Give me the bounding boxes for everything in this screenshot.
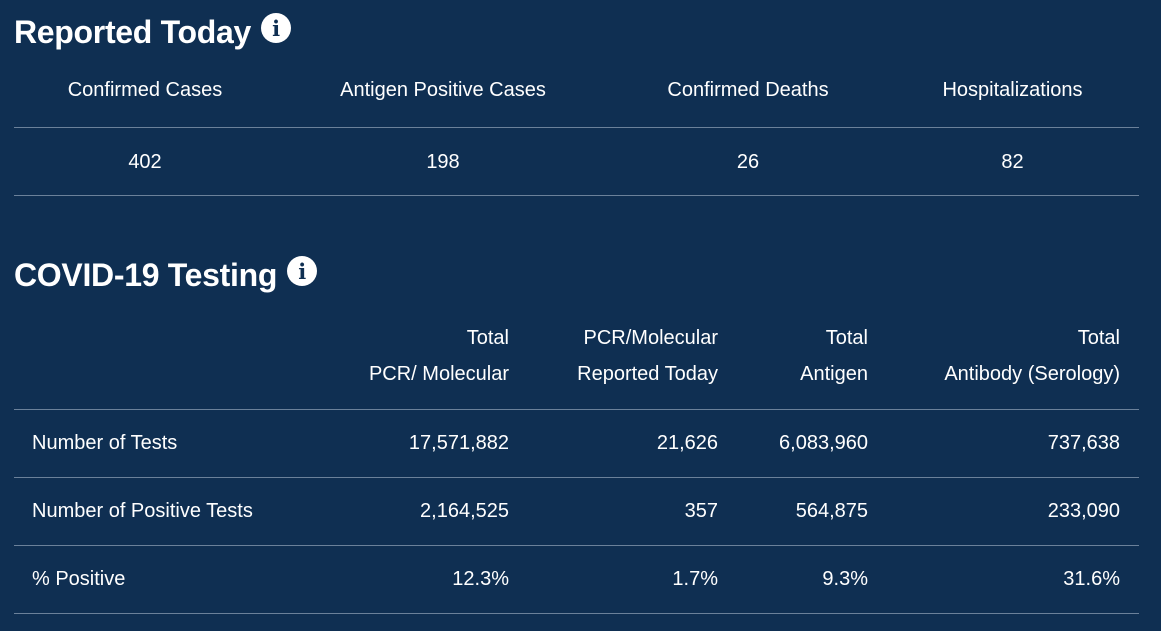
- value-pcr-reported-today: 357: [684, 500, 718, 522]
- table-row: % Positive 12.3% 1.7% 9.3% 31.6%: [14, 546, 1139, 614]
- header-confirmed-cases: Confirmed Cases: [67, 79, 223, 101]
- value-total-antigen: 564,875: [795, 500, 868, 522]
- covid-testing-heading: COVID-19 Testing i: [14, 256, 318, 293]
- header-blank: [14, 320, 332, 409]
- info-icon[interactable]: i: [261, 13, 292, 43]
- header-total-pcr-line1: Total: [466, 327, 509, 349]
- header-hospitalizations: Hospitalizations: [942, 79, 1083, 101]
- reported-today-heading: Reported Today i: [14, 13, 292, 50]
- header-total-antigen: Total Antigen: [718, 320, 868, 409]
- table-row: Number of Tests 17,571,882 21,626 6,083,…: [14, 410, 1139, 478]
- header-total-pcr: Total PCR/ Molecular: [332, 320, 509, 409]
- value-hospitalizations: 82: [1001, 151, 1024, 173]
- reported-today-title: Reported Today: [14, 14, 252, 50]
- header-total-antibody-line1: Total: [1077, 327, 1120, 349]
- covid-testing-table: Total PCR/ Molecular PCR/Molecular Repor…: [14, 320, 1139, 614]
- header-confirmed-deaths: Confirmed Deaths: [667, 79, 829, 101]
- testing-header-row: Total PCR/ Molecular PCR/Molecular Repor…: [14, 320, 1139, 410]
- table-row: Number of Positive Tests 2,164,525 357 5…: [14, 478, 1139, 546]
- value-total-antigen: 9.3%: [822, 568, 868, 590]
- value-total-antibody: 737,638: [1047, 432, 1120, 454]
- value-total-antigen: 6,083,960: [779, 432, 868, 454]
- value-confirmed-deaths: 26: [736, 151, 760, 173]
- header-antigen-positive-cases: Antigen Positive Cases: [340, 79, 546, 101]
- header-total-antibody: Total Antibody (Serology): [868, 320, 1120, 409]
- header-total-antigen-line1: Total: [825, 327, 868, 349]
- value-total-pcr: 17,571,882: [408, 432, 509, 454]
- row-label-number-of-positive-tests: Number of Positive Tests: [32, 500, 253, 522]
- value-pcr-reported-today: 1.7%: [672, 568, 718, 590]
- info-icon[interactable]: i: [287, 256, 318, 286]
- row-label-number-of-tests: Number of Tests: [32, 432, 178, 454]
- header-pcr-reported-today-line2: Reported Today: [577, 363, 718, 385]
- value-antigen-positive-cases: 198: [426, 151, 460, 173]
- value-total-antibody: 31.6%: [1063, 568, 1120, 590]
- header-pcr-reported-today: PCR/Molecular Reported Today: [509, 320, 718, 409]
- reported-today-header-row: Confirmed Cases Antigen Positive Cases C…: [14, 56, 1139, 128]
- value-confirmed-cases: 402: [128, 151, 162, 173]
- covid-testing-title: COVID-19 Testing: [14, 257, 278, 293]
- value-total-pcr: 2,164,525: [420, 500, 509, 522]
- value-pcr-reported-today: 21,626: [656, 432, 718, 454]
- reported-today-values-row: 402 198 26 82: [14, 128, 1139, 196]
- reported-today-table: Confirmed Cases Antigen Positive Cases C…: [14, 56, 1139, 196]
- value-total-antibody: 233,090: [1047, 500, 1120, 522]
- row-label-percent-positive: % Positive: [32, 568, 126, 590]
- header-total-antigen-line2: Antigen: [800, 363, 868, 385]
- header-total-antibody-line2: Antibody (Serology): [944, 363, 1120, 385]
- header-total-pcr-line2: PCR/ Molecular: [368, 363, 509, 385]
- value-total-pcr: 12.3%: [452, 568, 509, 590]
- header-pcr-reported-today-line1: PCR/Molecular: [583, 327, 718, 349]
